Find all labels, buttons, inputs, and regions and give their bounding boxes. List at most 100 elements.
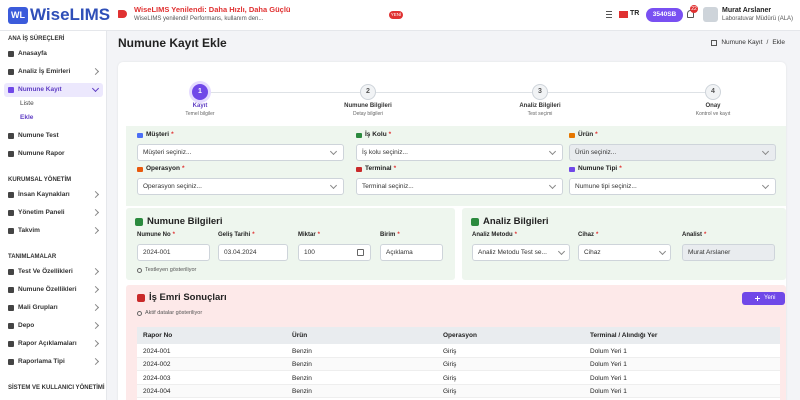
button-label: Yeni bbox=[764, 295, 776, 301]
menu-item[interactable]: Takvim bbox=[4, 224, 103, 238]
select-value: Terminal seçiniz... bbox=[362, 183, 414, 190]
select-value: Numune tipi seçiniz... bbox=[575, 183, 637, 190]
menu-item[interactable]: İnsan Kaynakları bbox=[4, 188, 103, 202]
required-mark: * bbox=[619, 165, 622, 172]
input[interactable]: 03.04.2024 bbox=[218, 244, 288, 261]
breadcrumb-item: Ekle bbox=[772, 39, 785, 46]
menu-icon bbox=[8, 133, 14, 139]
required-mark: * bbox=[181, 165, 185, 172]
menu-item[interactable]: Test Ve Özellikleri bbox=[4, 265, 103, 279]
breadcrumb: Numune Kayıt / Ekle bbox=[711, 39, 785, 46]
label-text: Numune Tipi bbox=[578, 165, 618, 172]
menu-label: Analiz İş Emirleri bbox=[18, 68, 71, 75]
table-cell: Dolum Yeri 1 bbox=[590, 361, 627, 368]
breadcrumb-separator: / bbox=[766, 39, 769, 46]
menu-item[interactable]: Analiz İş Emirleri bbox=[4, 65, 103, 79]
select-value: Operasyon seçiniz... bbox=[143, 183, 202, 190]
label-text: Birim bbox=[380, 232, 396, 238]
home-icon[interactable] bbox=[711, 39, 718, 46]
input-value: 2024-001 bbox=[143, 249, 171, 256]
chevron bbox=[658, 247, 667, 256]
submenu-item[interactable]: Ekle bbox=[20, 114, 34, 121]
menu-label: Rapor Açıklamaları bbox=[18, 340, 77, 347]
chevron bbox=[548, 181, 557, 190]
input-value: 100 bbox=[304, 249, 315, 256]
select[interactable]: İş kolu seçiniz... bbox=[356, 144, 563, 161]
menu-item[interactable]: Anasayfa bbox=[4, 47, 103, 61]
step-circle[interactable]: 2 bbox=[360, 84, 376, 100]
top-bar: WL WiseLIMS WiseLIMS Yenilendi: Daha Hızlı… bbox=[0, 0, 800, 31]
step-subtitle: Kontrol ve kayıt bbox=[695, 111, 731, 117]
select[interactable]: Terminal seçiniz... bbox=[356, 178, 563, 195]
new-badge: YENİ bbox=[389, 11, 403, 19]
select: Ürün seçiniz... bbox=[569, 144, 776, 161]
section-title: ANA İŞ SÜREÇLERİ bbox=[8, 36, 65, 42]
avatar bbox=[703, 7, 718, 22]
field-label: İş Kolu * bbox=[365, 131, 391, 138]
input[interactable]: Açıklama bbox=[380, 244, 443, 261]
required-mark: * bbox=[172, 232, 176, 238]
field-icon bbox=[569, 133, 575, 138]
column-header: Operasyon bbox=[443, 332, 477, 339]
step-circle[interactable]: 1 bbox=[192, 84, 208, 100]
menu-item[interactable]: Numune Rapor bbox=[4, 147, 103, 161]
menu-item[interactable]: Numune Test bbox=[4, 129, 103, 143]
language[interactable]: TR bbox=[630, 10, 640, 17]
card-note: Testleyen gösteriliyor bbox=[145, 267, 197, 273]
step-title: Analiz Bilgileri bbox=[519, 103, 561, 109]
menu-item[interactable]: Mali Grupları bbox=[4, 301, 103, 315]
field-label: Analist * bbox=[682, 232, 706, 238]
field-label: Müşteri * bbox=[146, 131, 174, 138]
input-value: Açıklama bbox=[386, 249, 413, 256]
step-subtitle: Test seçimi bbox=[527, 111, 553, 117]
menu-icon bbox=[8, 151, 14, 157]
chevron bbox=[91, 267, 100, 276]
chevron bbox=[91, 190, 100, 199]
table-cell: Dolum Yeri 1 bbox=[590, 388, 627, 395]
menu-item[interactable]: Numune Kayıt bbox=[4, 83, 103, 97]
label-text: Analiz Metodu bbox=[472, 232, 513, 238]
menu-item[interactable]: Depo bbox=[4, 319, 103, 333]
chevron bbox=[761, 181, 770, 190]
field-label: Ürün * bbox=[578, 131, 598, 138]
step-circle[interactable]: 3 bbox=[532, 84, 548, 100]
select-value: Müşteri seçiniz... bbox=[143, 149, 192, 156]
menu-icon bbox=[8, 192, 14, 198]
select[interactable]: Numune tipi seçiniz... bbox=[569, 178, 776, 195]
table-cell: Benzin bbox=[292, 361, 312, 368]
new-button[interactable]: Yeni bbox=[742, 292, 785, 305]
menu-item[interactable]: Numune Özellikleri bbox=[4, 283, 103, 297]
menu-item[interactable]: Raporlama Tipi bbox=[4, 355, 103, 369]
input[interactable]: Cihaz bbox=[578, 244, 671, 261]
menu-item[interactable]: Yönetim Paneli bbox=[4, 206, 103, 220]
select[interactable]: Operasyon seçiniz... bbox=[137, 178, 344, 195]
credits-badge[interactable]: 3540SB bbox=[646, 8, 683, 22]
menu-item[interactable]: Rapor Açıklamaları bbox=[4, 337, 103, 351]
menu-icon bbox=[8, 287, 14, 293]
field-label: Numune No * bbox=[137, 232, 175, 238]
menu-label: Numune Test bbox=[18, 132, 59, 139]
select[interactable]: Müşteri seçiniz... bbox=[137, 144, 344, 161]
required-mark: * bbox=[388, 131, 392, 138]
table-cell: Benzin bbox=[292, 347, 312, 355]
card-icon bbox=[137, 294, 145, 302]
card-icon bbox=[471, 218, 479, 226]
required-mark: * bbox=[171, 131, 174, 138]
input[interactable]: 100 bbox=[298, 244, 371, 261]
input[interactable]: Analiz Metodu Test se... bbox=[472, 244, 570, 261]
menu-label: Test Ve Özellikleri bbox=[18, 268, 73, 275]
submenu-item[interactable]: Liste bbox=[20, 100, 34, 107]
input[interactable]: 2024-001 bbox=[137, 244, 210, 261]
field-label: Birim * bbox=[380, 232, 400, 238]
label-text: Miktar bbox=[298, 232, 316, 238]
breadcrumb-item[interactable]: Numune Kayıt bbox=[721, 39, 763, 46]
required-mark: * bbox=[252, 232, 255, 238]
main-card: 1 Kayıt Temel bilgiler 2 Numune Bilgileri Det… bbox=[118, 62, 786, 400]
notification-count[interactable]: 22 bbox=[690, 5, 698, 13]
user-name[interactable]: Murat Arslaner bbox=[722, 7, 772, 14]
label-text: Geliş Tarihi bbox=[218, 232, 251, 238]
table-cell: Giriş bbox=[443, 388, 457, 395]
step-circle[interactable]: 4 bbox=[705, 84, 721, 100]
logo: WiseLIMS bbox=[30, 5, 111, 24]
table-header bbox=[137, 327, 780, 344]
